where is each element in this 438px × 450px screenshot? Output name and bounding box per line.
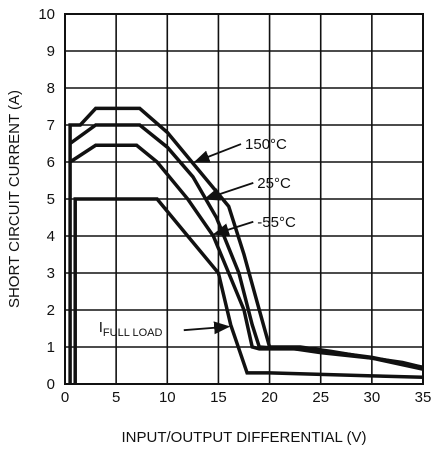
tick-labels: 0 5 10 15 20 25 30 35 0 1 2 3 4 5 6 7 8 9 10 (38, 6, 431, 406)
x-tick-label: 5 (112, 389, 120, 406)
annotation-arrow-55-c (212, 220, 254, 236)
annotation-label-25-c: 25°C (257, 175, 291, 192)
y-axis-label: SHORT CIRCUIT CURRENT (A) (6, 90, 23, 308)
y-tick-label: 10 (38, 6, 55, 23)
x-tick-label: 25 (312, 389, 329, 406)
annotation-arrow-25-c (203, 182, 254, 201)
y-tick-label: 9 (47, 43, 55, 60)
plot-frame (64, 13, 424, 385)
series-line-ifull-load (73, 197, 424, 384)
x-axis-label: INPUT/OUTPUT DIFFERENTIAL (V) (121, 429, 366, 446)
annotation-label-subscript: FULL LOAD (103, 327, 163, 339)
y-tick-label: 2 (47, 302, 55, 319)
x-tick-label: 30 (364, 389, 381, 406)
annotation-label-150-c: 150°C (245, 136, 287, 153)
annotation-label-55-c: -55°C (257, 214, 296, 231)
grid (64, 13, 424, 385)
y-tick-label: 1 (47, 339, 55, 356)
curves (68, 106, 424, 384)
y-tick-label: 6 (47, 154, 55, 171)
series-line-55-c (69, 143, 424, 371)
y-tick-label: 0 (47, 376, 55, 393)
y-tick-label: 4 (47, 228, 55, 245)
x-tick-label: 10 (159, 389, 176, 406)
annotation-arrow-150-c (193, 143, 242, 163)
y-tick-label: 3 (47, 265, 55, 282)
annotation-arrow-ifull-load (183, 321, 231, 335)
annotation-label-ifull-load: IFULL LOAD (99, 319, 163, 339)
y-tick-label: 7 (47, 117, 55, 134)
x-tick-label: 35 (415, 389, 432, 406)
x-tick-label: 0 (61, 389, 69, 406)
annotations: 150°C 25°C -55°C IFULL LOAD (99, 136, 296, 339)
x-tick-label: 20 (261, 389, 278, 406)
y-tick-label: 8 (47, 80, 55, 97)
x-tick-label: 15 (210, 389, 227, 406)
annotation-label-main: I (99, 319, 103, 336)
y-tick-label: 5 (47, 191, 55, 208)
